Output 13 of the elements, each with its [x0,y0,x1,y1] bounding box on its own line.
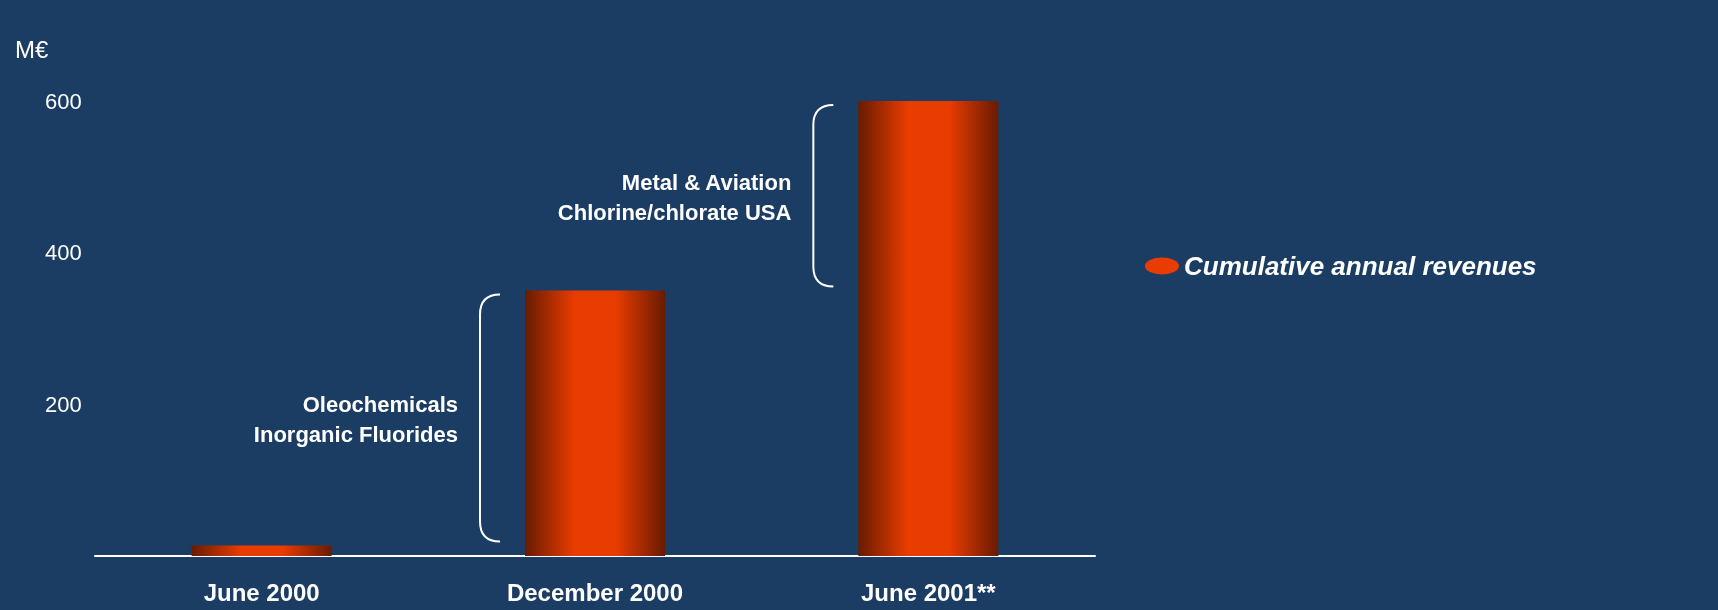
annotation: Metal & Aviation Chlorine/chlorate USA [557,170,792,226]
annotation: Oleochemicals Inorganic Fluorides [253,392,458,448]
y-tick-label: 200 [45,391,82,417]
bar [191,545,332,556]
bar [525,290,665,556]
legend-label: Cumulative annual revenues [1184,251,1537,281]
x-tick-label: June 2000 [203,578,320,606]
y-tick-label: 600 [45,88,82,114]
y-axis-title: M€ [15,35,49,63]
x-tick-label: June 2001** [860,578,997,606]
bar [858,101,999,556]
x-tick-label: December 2000 [506,578,684,606]
y-tick-label: 400 [45,240,82,266]
